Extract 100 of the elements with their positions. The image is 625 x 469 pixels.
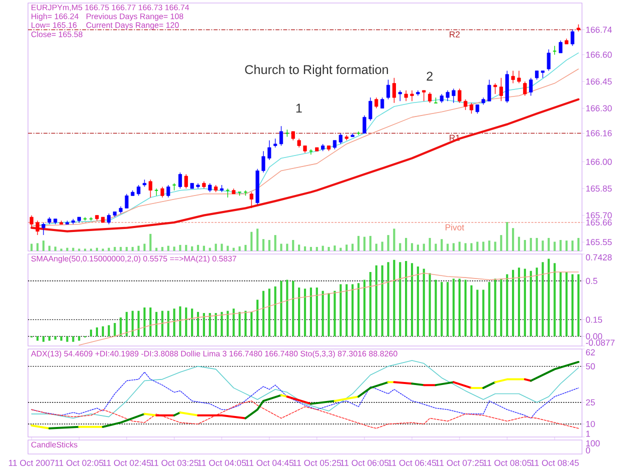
bar <box>226 310 229 336</box>
bar <box>202 313 205 336</box>
bar <box>422 268 425 336</box>
candlestick <box>178 172 182 189</box>
bar <box>577 238 580 251</box>
candlestick <box>30 214 34 228</box>
bar <box>482 242 484 251</box>
bar <box>256 300 258 336</box>
bar <box>310 246 312 251</box>
y-tick-label: 62 <box>586 349 595 356</box>
annotation: Church to Right formation <box>245 64 388 77</box>
candlestick <box>404 90 408 102</box>
bar <box>268 240 270 251</box>
line-series <box>244 394 282 420</box>
x-tick-label: 11 Oct 08:05 <box>483 460 532 466</box>
bar <box>268 288 270 336</box>
x-tick-label: 11 Oct 06:45 <box>388 460 436 466</box>
y-tick-label: 166.74 <box>586 26 612 33</box>
bar <box>452 278 455 336</box>
annotation: Current Days Range= 120 <box>86 22 179 30</box>
text: 0 <box>586 447 590 454</box>
bar <box>542 240 544 251</box>
y-tick-label: 25 <box>586 399 595 406</box>
bar <box>381 265 384 336</box>
bar <box>566 272 568 336</box>
bar <box>494 242 496 251</box>
bar <box>393 260 396 336</box>
x-tick-label: 11 Oct 2007 <box>8 460 54 466</box>
candlestick <box>338 132 342 144</box>
candlestick <box>570 29 574 46</box>
bar <box>179 244 182 251</box>
candlestick <box>380 97 384 109</box>
bar <box>494 278 496 336</box>
bar <box>102 326 104 336</box>
y-tick-label: 1 <box>586 430 590 437</box>
bar <box>352 244 354 251</box>
bar <box>126 246 128 251</box>
bar <box>387 235 390 251</box>
ref-line-label: R2 <box>450 31 460 38</box>
candlestick <box>410 90 414 102</box>
bar <box>310 288 312 336</box>
bar <box>524 240 526 251</box>
bar <box>202 246 205 251</box>
bar <box>322 290 324 336</box>
y-tick-label: 165.66 <box>586 219 612 226</box>
bar <box>179 306 182 336</box>
bar <box>292 240 294 251</box>
bar <box>524 268 526 336</box>
bar <box>542 262 544 336</box>
bar <box>244 244 247 251</box>
candlestick <box>517 70 521 84</box>
bar <box>560 240 562 251</box>
bar <box>434 280 437 336</box>
bar <box>571 240 574 251</box>
candlestick <box>511 70 515 84</box>
bar <box>512 270 514 336</box>
bar <box>464 280 467 336</box>
bar <box>446 244 449 251</box>
bar <box>280 244 282 251</box>
bar <box>571 274 574 336</box>
bar <box>387 262 390 336</box>
bar <box>108 325 110 336</box>
bar <box>191 246 194 251</box>
candlestick <box>243 190 248 196</box>
candlestick <box>166 184 170 198</box>
line-series <box>31 360 579 419</box>
candlestick <box>142 179 146 188</box>
bar <box>470 243 472 251</box>
candlestick <box>82 216 88 222</box>
bar <box>114 246 116 251</box>
bar <box>464 243 467 251</box>
bar <box>185 244 188 251</box>
bar <box>72 336 74 342</box>
bar <box>488 240 490 251</box>
bar <box>244 310 247 336</box>
candlestick <box>558 40 562 54</box>
candlestick <box>523 81 527 96</box>
bar <box>126 312 128 336</box>
y-tick-label: 0.00 <box>586 333 602 340</box>
candlestick <box>392 78 396 104</box>
candlestick <box>446 90 450 102</box>
x-tick-label: 11 Oct 03:25 <box>150 460 198 466</box>
candlestick <box>279 126 284 146</box>
bar <box>428 273 431 336</box>
candlestick <box>262 150 266 173</box>
bar <box>560 272 562 336</box>
bar <box>256 228 258 251</box>
bar <box>214 313 217 336</box>
bar <box>66 336 68 342</box>
candlestick <box>458 88 462 104</box>
bar <box>304 288 306 336</box>
bar <box>232 308 235 336</box>
bar <box>220 312 223 336</box>
bar <box>554 242 556 251</box>
chart-title: SMAAngle(50,0.15000000,2,0) 0.5575 ==>MA(21) 0.5837 <box>31 256 236 264</box>
bar <box>167 310 170 336</box>
bar <box>114 322 116 336</box>
bar <box>566 240 568 251</box>
bar <box>196 312 200 336</box>
bar <box>292 280 294 336</box>
